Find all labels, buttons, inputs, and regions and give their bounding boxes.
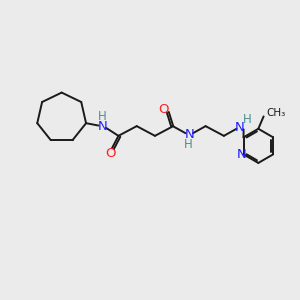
Text: O: O bbox=[105, 147, 116, 160]
Text: CH₃: CH₃ bbox=[266, 109, 285, 118]
Text: N: N bbox=[237, 148, 247, 161]
Text: H: H bbox=[184, 138, 193, 151]
Text: N: N bbox=[98, 120, 107, 133]
Text: N: N bbox=[184, 128, 194, 141]
Text: H: H bbox=[243, 113, 252, 126]
Text: O: O bbox=[158, 103, 169, 116]
Text: H: H bbox=[98, 110, 107, 123]
Text: N: N bbox=[235, 121, 245, 134]
